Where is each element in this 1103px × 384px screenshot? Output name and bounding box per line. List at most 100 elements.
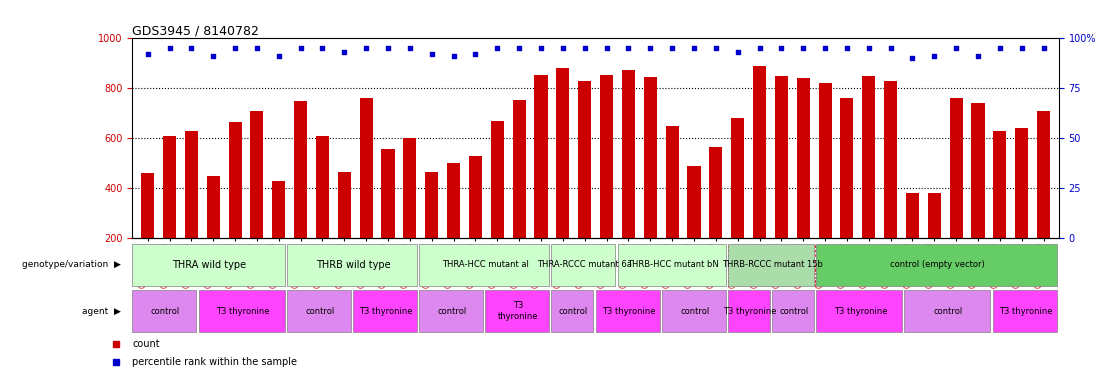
Bar xyxy=(885,81,897,288)
Point xyxy=(772,45,790,51)
Text: T3 thyronine: T3 thyronine xyxy=(216,306,269,316)
Bar xyxy=(535,74,547,288)
Bar xyxy=(295,101,307,288)
Bar xyxy=(906,193,919,288)
Bar xyxy=(731,118,745,288)
Bar xyxy=(556,68,569,288)
Point xyxy=(576,45,593,51)
Bar xyxy=(796,78,810,288)
Bar xyxy=(950,98,963,288)
Point xyxy=(838,45,856,51)
Text: THRB-HCC mutant bN: THRB-HCC mutant bN xyxy=(627,260,719,270)
Bar xyxy=(315,136,329,288)
FancyBboxPatch shape xyxy=(287,244,417,286)
Bar xyxy=(665,126,678,288)
Point xyxy=(903,55,921,61)
Text: genotype/variation  ▶: genotype/variation ▶ xyxy=(22,260,120,270)
Bar xyxy=(1037,111,1050,288)
Text: control: control xyxy=(934,306,963,316)
Bar xyxy=(687,166,700,288)
Point xyxy=(161,45,179,51)
Text: agent  ▶: agent ▶ xyxy=(82,306,120,316)
Text: T3
thyronine: T3 thyronine xyxy=(499,301,538,321)
Bar xyxy=(753,66,767,288)
Text: T3 thyronine: T3 thyronine xyxy=(834,306,887,316)
Text: THRA-HCC mutant al: THRA-HCC mutant al xyxy=(442,260,528,270)
FancyBboxPatch shape xyxy=(485,290,549,332)
Point xyxy=(1035,45,1052,51)
Bar xyxy=(863,76,876,288)
Bar xyxy=(578,81,591,288)
Bar xyxy=(972,103,985,288)
Bar xyxy=(185,131,197,288)
Bar xyxy=(622,70,635,288)
Text: control: control xyxy=(780,306,808,316)
Text: control: control xyxy=(559,306,588,316)
FancyBboxPatch shape xyxy=(419,244,549,286)
Text: control (empty vector): control (empty vector) xyxy=(890,260,985,270)
Text: percentile rank within the sample: percentile rank within the sample xyxy=(132,357,298,367)
Point xyxy=(970,53,987,60)
Point xyxy=(270,53,288,60)
Bar xyxy=(425,172,438,288)
FancyBboxPatch shape xyxy=(728,244,814,286)
Bar xyxy=(1015,128,1028,288)
Bar xyxy=(469,156,482,288)
Point xyxy=(751,45,769,51)
Point xyxy=(182,45,200,51)
Text: T3 thyronine: T3 thyronine xyxy=(360,306,413,316)
Bar xyxy=(228,122,242,288)
Point xyxy=(881,45,899,51)
Point xyxy=(663,45,681,51)
Text: THRA wild type: THRA wild type xyxy=(172,260,247,270)
Point xyxy=(532,45,549,51)
Text: control: control xyxy=(306,306,334,316)
Point xyxy=(511,45,528,51)
Text: T3 thyronine: T3 thyronine xyxy=(602,306,655,316)
Bar xyxy=(163,136,176,288)
Point xyxy=(816,45,834,51)
Point xyxy=(489,45,506,51)
Bar xyxy=(338,172,351,288)
Point xyxy=(947,45,965,51)
FancyBboxPatch shape xyxy=(132,290,196,332)
Bar xyxy=(513,99,526,288)
Bar xyxy=(644,77,656,288)
Point xyxy=(1013,45,1030,51)
FancyBboxPatch shape xyxy=(596,290,660,332)
FancyBboxPatch shape xyxy=(772,290,814,332)
Bar xyxy=(709,147,722,288)
Text: T3 thyronine: T3 thyronine xyxy=(724,306,777,316)
Bar xyxy=(447,163,460,288)
Bar xyxy=(360,98,373,288)
Point xyxy=(445,53,462,60)
Bar xyxy=(250,111,264,288)
Point xyxy=(313,45,331,51)
Point xyxy=(992,45,1009,51)
Bar xyxy=(928,193,941,288)
FancyBboxPatch shape xyxy=(728,290,770,332)
FancyBboxPatch shape xyxy=(552,290,593,332)
FancyBboxPatch shape xyxy=(353,290,417,332)
Point xyxy=(139,51,157,58)
Text: control: control xyxy=(438,306,467,316)
Bar xyxy=(994,131,1006,288)
FancyBboxPatch shape xyxy=(287,290,351,332)
FancyBboxPatch shape xyxy=(132,244,285,286)
Point xyxy=(554,45,571,51)
Point xyxy=(729,49,747,55)
Point xyxy=(335,49,353,55)
Bar xyxy=(382,149,395,288)
Text: THRB wild type: THRB wild type xyxy=(315,260,390,270)
Point xyxy=(794,45,812,51)
Point xyxy=(685,45,703,51)
Point xyxy=(925,53,943,60)
Bar xyxy=(141,173,154,288)
Bar xyxy=(774,76,788,288)
Text: control: control xyxy=(151,306,180,316)
Point xyxy=(422,51,440,58)
Text: GDS3945 / 8140782: GDS3945 / 8140782 xyxy=(132,24,259,37)
Bar xyxy=(404,138,417,288)
Point xyxy=(357,45,375,51)
Point xyxy=(226,45,244,51)
